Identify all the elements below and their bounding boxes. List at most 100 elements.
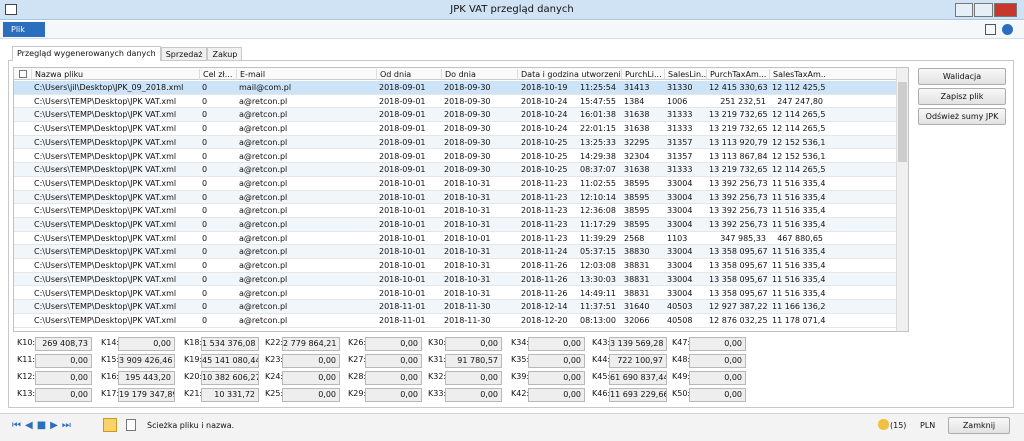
file-menu[interactable]: Plik xyxy=(3,22,45,37)
grid-row[interactable]: C:\Users\TEMP\Desktop\JPK VAT.xml 0 a@retc… xyxy=(14,300,896,314)
cell: 13:25:33 xyxy=(580,137,616,147)
grid-row[interactable]: C:\Users\TEMP\Desktop\JPK VAT.xml 0 a@retc… xyxy=(14,176,896,191)
total-field: 3 909 426,46 xyxy=(118,354,175,368)
column-header[interactable]: SalesTaxAm... xyxy=(769,69,826,80)
record-navigation[interactable]: ⏮◀■▶⏭ xyxy=(12,420,75,431)
total-label: K29: xyxy=(348,389,367,398)
close-button[interactable]: Zamknij xyxy=(948,417,1010,434)
total-field: 195 443,20 xyxy=(118,371,175,385)
grid-row[interactable]: C:\Users\TEMP\Desktop\JPK VAT.xml 0 a@retc… xyxy=(14,231,896,246)
minimize[interactable] xyxy=(955,3,974,17)
notification-icon[interactable] xyxy=(878,419,889,430)
cell: 2018-11-24 xyxy=(521,247,568,257)
total-label: K27: xyxy=(348,355,367,364)
layout-icon[interactable] xyxy=(985,24,996,35)
total-label: K24: xyxy=(265,372,284,381)
currency: PLN xyxy=(920,421,936,430)
cell: 13 358 095,67 xyxy=(709,261,768,271)
status-path: Ścieżka pliku i nazwa. xyxy=(147,421,235,430)
tab[interactable]: Sprzedaż xyxy=(160,47,208,61)
tab[interactable]: Zakup xyxy=(207,47,243,61)
cell: 2018-10-31 xyxy=(444,274,491,284)
grid-row[interactable]: C:\Users\TEMP\Desktop\JPK VAT.xml 0 a@retc… xyxy=(14,108,896,123)
column-header[interactable]: Do dnia xyxy=(441,69,517,80)
total-field: 0,00 xyxy=(365,354,422,368)
menu-bar xyxy=(0,21,1024,39)
select-all[interactable] xyxy=(19,70,27,78)
maximize[interactable] xyxy=(974,3,993,17)
totals: K10: 269 408,73 K14: 0,00 K18: 1 534 376,08 K2… xyxy=(13,335,753,405)
status-bar xyxy=(0,413,1024,441)
total-label: K46: xyxy=(592,389,611,398)
edit-toggle[interactable] xyxy=(103,418,117,432)
cell: a@retcon.pl xyxy=(239,110,288,120)
cell: a@retcon.pl xyxy=(239,96,288,106)
cell: C:\Users\TEMP\Desktop\JPK VAT.xml xyxy=(34,137,177,147)
cell: 31638 xyxy=(624,124,650,134)
cell: 08:13:00 xyxy=(580,315,616,325)
cell: 2018-10-24 xyxy=(521,124,568,134)
action-button[interactable]: Walidacja xyxy=(918,68,1006,85)
cell: 2018-10-31 xyxy=(444,247,491,257)
cell: 2018-10-31 xyxy=(444,178,491,188)
grid-row[interactable]: C:\Users\TEMP\Desktop\JPK VAT.xml 0 a@retc… xyxy=(14,149,896,164)
total-label: K17: xyxy=(101,389,120,398)
grid-row[interactable]: C:\Users\TEMP\Desktop\JPK VAT.xml 0 a@retc… xyxy=(14,94,896,109)
grid-row[interactable]: C:\Users\TEMP\Desktop\JPK VAT.xml 0 a@retc… xyxy=(14,190,896,205)
column-header[interactable]: Nazwa pliku xyxy=(31,69,199,80)
close-window[interactable] xyxy=(993,3,1017,17)
cell: 2018-11-01 xyxy=(379,302,426,312)
cell: a@retcon.pl xyxy=(239,178,288,188)
column-header[interactable]: E-mail xyxy=(236,69,376,80)
tab[interactable]: Przegląd wygenerowanych danych xyxy=(12,46,161,61)
grid-row[interactable]: C:\Users\TEMP\Desktop\JPK VAT.xml 0 a@retc… xyxy=(14,218,896,232)
cell: 33004 xyxy=(667,274,693,284)
column-header[interactable]: PurchTaxAm... xyxy=(706,69,769,80)
grid-row[interactable]: C:\Users\TEMP\Desktop\JPK VAT.xml 0 a@retc… xyxy=(14,272,896,287)
cell: 38831 xyxy=(624,288,650,298)
cell: 38595 xyxy=(624,206,650,216)
column-header[interactable]: Cel zł... xyxy=(199,69,236,80)
total-field: 11 693 229,66 xyxy=(609,388,667,402)
total-field: 1 534 376,08 xyxy=(201,337,259,351)
cell: 1103 xyxy=(667,233,688,243)
grid-row[interactable]: C:\Users\TEMP\Desktop\JPK VAT.xml 0 a@retc… xyxy=(14,135,896,150)
cell: C:\Users\TEMP\Desktop\JPK VAT.xml xyxy=(34,206,177,216)
cell: 0 xyxy=(202,206,208,216)
grid-row[interactable]: C:\Users\TEMP\Desktop\JPK VAT.xml 0 a@retc… xyxy=(14,204,896,218)
cell: 32066 xyxy=(624,315,650,325)
cell: 0 xyxy=(202,233,208,243)
data-grid: Nazwa pliku Cel zł... E-mail Od dnia Do dnia… xyxy=(13,67,909,332)
grid-row[interactable]: C:\Users\TEMP\Desktop\JPK VAT.xml 0 a@retc… xyxy=(14,122,896,136)
tabs: Przegląd wygenerowanych danych Sprzedaż Za… xyxy=(12,46,243,61)
grid-row[interactable]: C:\Users\TEMP\Desktop\JPK VAT.xml 0 a@retc… xyxy=(14,163,896,177)
action-button[interactable]: Odśwież sumy JPK xyxy=(918,108,1006,125)
cell: 0 xyxy=(202,220,208,229)
grid-row[interactable]: C:\Users\TEMP\Desktop\JPK VAT.xml 0 a@retc… xyxy=(14,259,896,273)
document-icon[interactable] xyxy=(126,419,136,431)
column-header[interactable]: SalesLin... xyxy=(664,69,706,80)
notification-count[interactable]: (15) xyxy=(890,421,907,430)
grid-row[interactable]: C:\Users\jil\Desktop\JPK_09_2018.xml 0 mai… xyxy=(14,81,896,95)
cell: 12 415 330,63 xyxy=(709,83,768,92)
cell: 16:01:38 xyxy=(580,110,616,120)
column-header[interactable]: Od dnia xyxy=(376,69,441,80)
cell: 251 232,51 xyxy=(720,96,766,106)
cell: a@retcon.pl xyxy=(239,302,288,312)
grid-row[interactable]: C:\Users\TEMP\Desktop\JPK VAT.xml 0 a@retc… xyxy=(14,245,896,260)
scroll-thumb[interactable] xyxy=(898,82,907,162)
cell: 2018-09-01 xyxy=(379,137,426,147)
cell: 08:37:07 xyxy=(580,165,616,175)
action-button[interactable]: Zapisz plik xyxy=(918,88,1006,105)
column-header[interactable]: Data i godzina utworzenia xyxy=(517,69,621,80)
scrollbar[interactable] xyxy=(896,68,908,331)
total-field: 0,00 xyxy=(445,388,502,402)
cell: 2018-10-31 xyxy=(444,220,491,229)
grid-row[interactable]: C:\Users\TEMP\Desktop\JPK VAT.xml 0 a@retc… xyxy=(14,286,896,301)
column-header[interactable]: PurchLi... xyxy=(621,69,664,80)
grid-row[interactable]: C:\Users\TEMP\Desktop\JPK VAT.xml 0 a@retc… xyxy=(14,313,896,328)
cell: 38831 xyxy=(624,274,650,284)
cell: C:\Users\TEMP\Desktop\JPK VAT.xml xyxy=(34,274,177,284)
total-label: K19: xyxy=(184,355,203,364)
help-icon[interactable] xyxy=(1002,24,1013,35)
